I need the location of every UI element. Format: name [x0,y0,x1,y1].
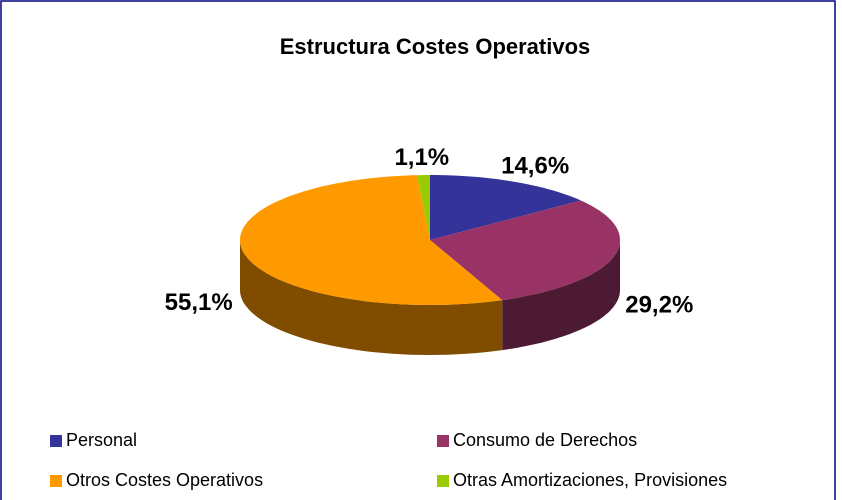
pie-slice [240,175,503,305]
legend-swatch [437,475,449,487]
legend-swatch [50,475,62,487]
pie-slice [430,200,620,301]
legend-swatch [50,435,62,447]
pie-tops [240,175,620,305]
legend-label: Personal [66,430,137,450]
legend-label: Otras Amortizaciones, Provisiones [453,470,727,490]
pie-side [502,240,620,351]
pie-slice [416,175,430,240]
legend-swatch [437,435,449,447]
pie-side [240,240,503,355]
legend-label: Otros Costes Operativos [66,470,263,490]
value-label: 55,1% [165,289,233,316]
value-label: 1,1% [394,144,449,171]
value-label: 29,2% [625,292,693,319]
value-label: 14,6% [501,152,569,179]
legend-label: Consumo de Derechos [453,430,637,450]
pie-slice [430,175,581,240]
chart-title: Estructura Costes Operativos [280,34,591,59]
pie-sides [240,240,620,355]
